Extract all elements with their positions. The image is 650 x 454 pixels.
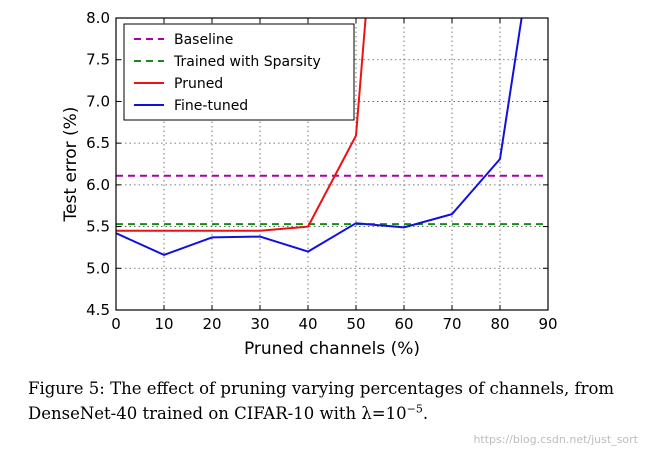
caption-text: Figure 5: The effect of pruning varying … (28, 379, 615, 423)
x-tick-label: 80 (490, 315, 509, 333)
y-tick-label: 7.5 (86, 51, 110, 69)
x-tick-label: 70 (442, 315, 461, 333)
y-tick-label: 6.0 (86, 176, 110, 194)
legend-label: Pruned (174, 76, 223, 92)
series-line-pruned (116, 18, 367, 232)
x-tick-label: 0 (111, 315, 121, 333)
x-axis-label: Pruned channels (%) (244, 339, 420, 359)
legend-label: Trained with Sparsity (173, 54, 321, 70)
grid (116, 18, 548, 310)
y-tick-label: 8.0 (86, 9, 110, 27)
y-tick-label: 4.5 (86, 301, 110, 319)
figure-caption: Figure 5: The effect of pruning varying … (28, 376, 638, 426)
x-tick-label: 60 (394, 315, 413, 333)
caption-suffix: . (422, 404, 429, 423)
legend: Baseline Trained with Sparsity Pruned Fine-… (123, 23, 355, 121)
x-tick-label: 40 (298, 315, 317, 333)
plot-frame (115, 17, 549, 311)
ticks: 0 10 20 30 40 50 60 70 80 90 4.5 5.0 5.5 6.0 6.5 7.0 7.5… (86, 9, 557, 333)
line-chart: 0 10 20 30 40 50 60 70 80 90 4.5 5.0 5.5 6.0 6.5 7.0 7.5… (61, 9, 558, 359)
x-tick-label: 20 (202, 315, 221, 333)
x-tick-label: 90 (538, 315, 557, 333)
y-tick-label: 6.5 (86, 134, 110, 152)
series-layer (116, 18, 548, 256)
x-tick-label: 10 (154, 315, 173, 333)
x-tick-label: 30 (250, 315, 269, 333)
caption-exponent: −5 (406, 402, 423, 416)
y-tick-label: 5.0 (86, 259, 110, 277)
x-tick-label: 50 (346, 315, 365, 333)
legend-label: Fine-tuned (174, 98, 248, 114)
y-tick-label: 7.0 (86, 92, 110, 110)
series-line-fine-tuned (116, 18, 523, 256)
legend-label: Baseline (174, 32, 233, 48)
y-tick-label: 5.5 (86, 218, 110, 236)
chart: 0 10 20 30 40 50 60 70 80 90 4.5 5.0 5.5 6.0 6.5 7.0 7.5… (61, 9, 558, 359)
y-axis-label: Test error (%) (61, 107, 81, 223)
watermark: https://blog.csdn.net/just_sort (473, 433, 638, 446)
